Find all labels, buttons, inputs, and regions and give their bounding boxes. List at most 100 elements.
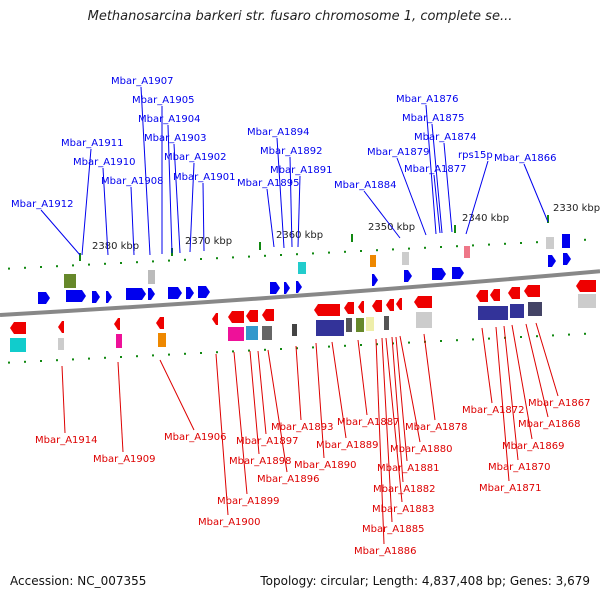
guide-dot: [360, 250, 362, 252]
leader-line-bottom: [391, 336, 404, 483]
leader-line-bottom: [295, 345, 302, 421]
gene-box-top: [562, 234, 570, 248]
gene-feature-bottom: [490, 289, 500, 301]
gene-feature-bottom: [212, 313, 218, 325]
gene-label-bottom: Mbar_A1867: [528, 398, 591, 409]
guide-dot: [8, 267, 10, 270]
guide-dot: [408, 247, 410, 250]
guide-dot: [152, 260, 154, 263]
guide-dot: [152, 354, 154, 357]
guide-dot: [520, 242, 522, 244]
gene-label-top: Mbar_A1911: [61, 138, 124, 149]
gene-label-top: Mbar_A1877: [404, 164, 467, 175]
gene-label-bottom: Mbar_A1886: [354, 546, 417, 557]
gene-feature-top: [148, 288, 155, 300]
guide-dot: [392, 342, 394, 345]
gene-feature-top: [563, 253, 571, 265]
gene-box-bottom: [356, 318, 364, 332]
guide-dot: [248, 255, 250, 258]
guide-dot: [56, 359, 58, 362]
leader-line-top: [297, 175, 301, 248]
guide-dot: [56, 265, 58, 268]
guide-dot: [200, 258, 202, 260]
chromosome-backbone: [0, 269, 600, 317]
gene-feature-bottom: [156, 317, 164, 329]
gene-box-bottom: [478, 306, 508, 320]
gene-label-top: Mbar_A1879: [367, 147, 430, 158]
guide-dot: [312, 346, 314, 349]
gene-feature-bottom: [228, 311, 244, 323]
gene-feature-top: [270, 282, 280, 294]
gene-label-top: rps15p: [458, 150, 493, 161]
guide-dot: [88, 357, 90, 360]
gene-feature-top: [432, 268, 446, 280]
gene-label-top: Mbar_A1876: [396, 94, 459, 105]
guide-dot: [280, 254, 282, 256]
leader-line-bottom: [385, 337, 403, 503]
gene-label-bottom: Mbar_A1914: [35, 435, 98, 446]
guide-dot: [120, 356, 122, 358]
gene-box-bottom: [416, 312, 432, 328]
gene-box-top: [370, 255, 376, 267]
guide-dot: [200, 352, 202, 354]
guide-dot: [344, 344, 346, 347]
guide-dot: [40, 360, 42, 362]
gene-label-top: Mbar_A1912: [11, 199, 74, 210]
scale-label: 2330 kbp: [553, 203, 600, 214]
gene-label-bottom: Mbar_A1885: [362, 524, 425, 535]
guide-dot: [184, 258, 186, 261]
leader-line-bottom: [503, 325, 519, 461]
gene-label-top: Mbar_A1892: [260, 146, 323, 157]
leader-line-top: [173, 143, 181, 254]
leader-line-bottom: [395, 336, 408, 462]
gene-box-top: [464, 246, 470, 258]
guide-dot: [184, 352, 186, 355]
guide-dot: [168, 353, 170, 356]
gene-box-bottom: [58, 338, 64, 350]
gene-feature-top: [296, 281, 302, 293]
guide-dot: [552, 334, 554, 337]
guide-dot: [488, 337, 490, 340]
gene-box-bottom: [528, 302, 542, 316]
topology-label: Topology: circular; Length: 4,837,408 bp…: [260, 574, 590, 588]
guide-dot: [136, 261, 138, 264]
gene-box-bottom: [510, 304, 524, 318]
gene-feature-bottom: [358, 301, 364, 313]
guide-dot: [472, 244, 474, 247]
guide-dot: [520, 336, 522, 338]
guide-dot: [168, 259, 170, 262]
gene-box-bottom: [316, 320, 344, 336]
gene-feature-bottom: [576, 280, 596, 292]
gene-box-bottom: [292, 324, 297, 336]
leader-line-top: [425, 104, 437, 235]
gene-label-bottom: Mbar_A1872: [462, 405, 525, 416]
gene-label-bottom: Mbar_A1890: [294, 460, 357, 471]
scale-tick: [454, 225, 456, 233]
gene-feature-top: [66, 290, 86, 302]
leader-line-bottom: [357, 339, 368, 416]
scale-label: 2380 kbp: [92, 241, 139, 252]
gene-box-bottom: [384, 316, 389, 330]
gene-label-bottom: Mbar_A1878: [405, 422, 468, 433]
leader-line-bottom: [399, 335, 421, 443]
guide-dot: [24, 360, 26, 363]
leader-line-top: [81, 148, 92, 256]
leader-line-bottom: [249, 350, 260, 455]
gene-label-top: Mbar_A1901: [173, 172, 236, 183]
gene-box-bottom: [346, 318, 352, 332]
guide-dot: [360, 344, 362, 346]
gene-label-top: Mbar_A1894: [247, 127, 310, 138]
guide-dot: [584, 238, 586, 241]
gene-label-bottom: Mbar_A1906: [164, 432, 227, 443]
guide-dot: [296, 347, 298, 350]
guide-dot: [536, 241, 538, 244]
gene-feature-bottom: [396, 298, 402, 310]
gene-feature-bottom: [524, 285, 540, 297]
guide-dot: [264, 348, 266, 351]
gene-box-bottom: [246, 326, 258, 340]
gene-label-top: Mbar_A1908: [101, 176, 164, 187]
gene-label-bottom: Mbar_A1896: [257, 474, 320, 485]
gene-feature-bottom: [386, 299, 394, 311]
leader-line-top: [431, 123, 443, 234]
gene-feature-top: [372, 274, 378, 286]
